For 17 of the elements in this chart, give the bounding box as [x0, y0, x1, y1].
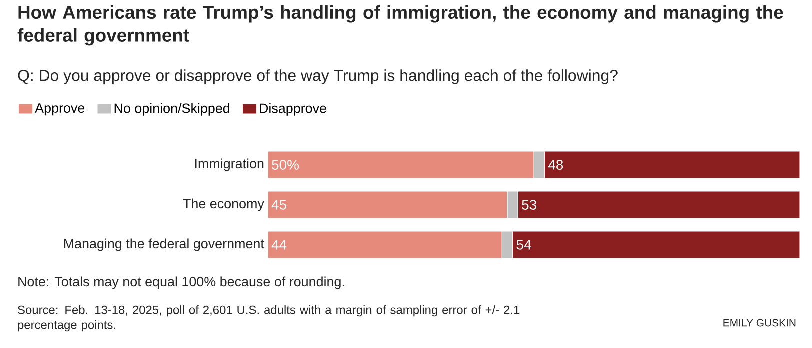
- data-label: 54: [516, 240, 532, 250]
- data-label: 53: [522, 200, 536, 210]
- y-tick-label: Immigration: [195, 158, 264, 172]
- data-label: 44: [272, 240, 287, 250]
- legend-label: No opinion/Skipped: [114, 103, 230, 116]
- data-label: 48: [548, 160, 564, 170]
- chart-title: How Americans rate Trump’s handling of immigration, the economy and managing the federal government: [18, 6, 784, 46]
- legend-label: Approve: [35, 104, 85, 116]
- legend-label: Disapprove: [260, 103, 326, 116]
- y-tick-label: The economy: [183, 198, 264, 212]
- text: EMILY GUSKIN: [724, 319, 796, 327]
- y-tick-label: Managing the federal government: [64, 238, 264, 252]
- data-label: 45: [272, 200, 286, 210]
- chart-subtitle: Q: Do you approve or disapprove of the way Trump is handling each of the following?: [18, 70, 618, 84]
- text: Note: Totals may not equal 100% because of rounding.: [18, 276, 344, 290]
- source-note: Source: Feb. 13-18, 2025, poll of 2,601 U.S. adults with a margin of sampling error of +/- 2.1 percentage points.: [18, 306, 520, 332]
- data-label: 50%: [272, 160, 299, 170]
